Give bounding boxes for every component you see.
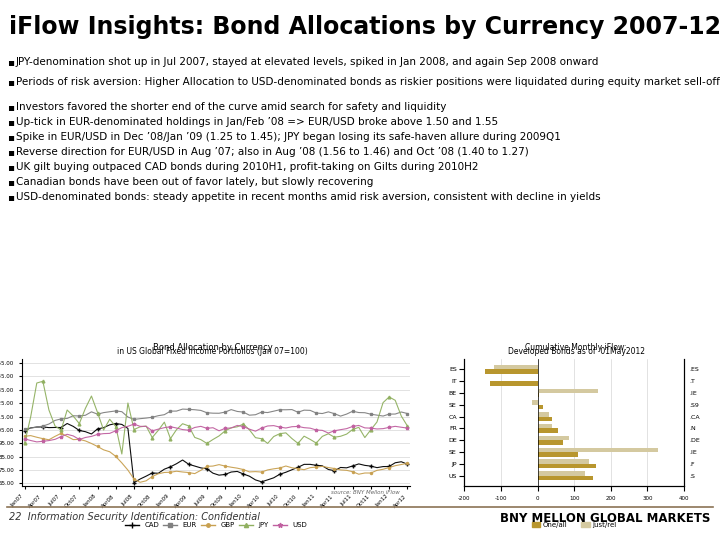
Bar — [538, 452, 578, 457]
Text: USD-denominated bonds: steady appetite in recent months amid risk aversion, cons: USD-denominated bonds: steady appetite i… — [16, 192, 600, 202]
Bar — [538, 471, 585, 476]
Text: ▪: ▪ — [7, 117, 14, 127]
Legend: CAD, EUR, GBP, JPY, USD: CAD, EUR, GBP, JPY, USD — [122, 519, 310, 531]
Text: Bond Allocation by Currency: Bond Allocation by Currency — [153, 343, 272, 352]
Bar — [538, 405, 543, 409]
Bar — [494, 365, 538, 369]
Legend: One/all, just/rel: One/all, just/rel — [529, 519, 619, 531]
Text: Canadian bonds have been out of favor lately, but slowly recovering: Canadian bonds have been out of favor la… — [16, 177, 373, 187]
Bar — [485, 369, 538, 374]
Text: Reverse direction for EUR/USD in Aug ’07; also in Aug ’08 (1.56 to 1.46) and Oct: Reverse direction for EUR/USD in Aug ’07… — [16, 147, 528, 158]
Text: in US Global Fixed Income Portfolios (Jan 07=100): in US Global Fixed Income Portfolios (Ja… — [117, 347, 307, 356]
Bar — [538, 428, 558, 433]
Text: ▪: ▪ — [7, 162, 14, 172]
Text: ▪: ▪ — [7, 132, 14, 143]
Bar — [538, 460, 589, 464]
Bar — [490, 381, 538, 386]
Text: ▪: ▪ — [7, 147, 14, 158]
Bar — [538, 476, 593, 480]
Bar — [538, 412, 549, 417]
Bar — [538, 440, 563, 445]
Text: ▪: ▪ — [7, 192, 14, 202]
Bar — [538, 417, 552, 421]
Text: ▪: ▪ — [7, 102, 14, 112]
Bar — [532, 400, 538, 405]
Bar — [538, 393, 539, 397]
Bar — [538, 388, 598, 393]
Text: ▪: ▪ — [7, 57, 14, 67]
Text: Cumulative Monthly iFlow:: Cumulative Monthly iFlow: — [526, 343, 626, 352]
Bar — [538, 436, 569, 440]
Text: BNY MELLON GLOBAL MARKETS: BNY MELLON GLOBAL MARKETS — [500, 512, 711, 525]
Text: iFlow Insights: Bond Allocations by Currency 2007-12: iFlow Insights: Bond Allocations by Curr… — [9, 15, 720, 39]
Text: Developed Bonds as of  01May2012: Developed Bonds as of 01May2012 — [508, 347, 644, 356]
Text: Spike in EUR/USD in Dec ’08/Jan ’09 (1.25 to 1.45); JPY began losing its safe-ha: Spike in EUR/USD in Dec ’08/Jan ’09 (1.2… — [16, 132, 561, 143]
Text: Investors favored the shorter end of the curve amid search for safety and liquid: Investors favored the shorter end of the… — [16, 102, 446, 112]
Text: ▪: ▪ — [7, 77, 14, 87]
Text: UK gilt buying outpaced CAD bonds during 2010H1, profit-taking on Gilts during 2: UK gilt buying outpaced CAD bonds during… — [16, 162, 478, 172]
Bar — [538, 448, 658, 452]
Text: source: BNY Mellon iFlow: source: BNY Mellon iFlow — [331, 490, 400, 495]
Text: Up-tick in EUR-denominated holdings in Jan/Feb ’08 => EUR/USD broke above 1.50 a: Up-tick in EUR-denominated holdings in J… — [16, 117, 498, 127]
Text: ▪: ▪ — [7, 177, 14, 187]
Bar — [538, 464, 596, 468]
Text: 22  Information Security Identification: Confidential: 22 Information Security Identification: … — [9, 512, 261, 522]
Bar — [538, 424, 552, 428]
Text: Periods of risk aversion: Higher Allocation to USD-denominated bonds as riskier : Periods of risk aversion: Higher Allocat… — [16, 77, 720, 87]
Text: JPY-denomination shot up in Jul 2007, stayed at elevated levels, spiked in Jan 2: JPY-denomination shot up in Jul 2007, st… — [16, 57, 599, 67]
